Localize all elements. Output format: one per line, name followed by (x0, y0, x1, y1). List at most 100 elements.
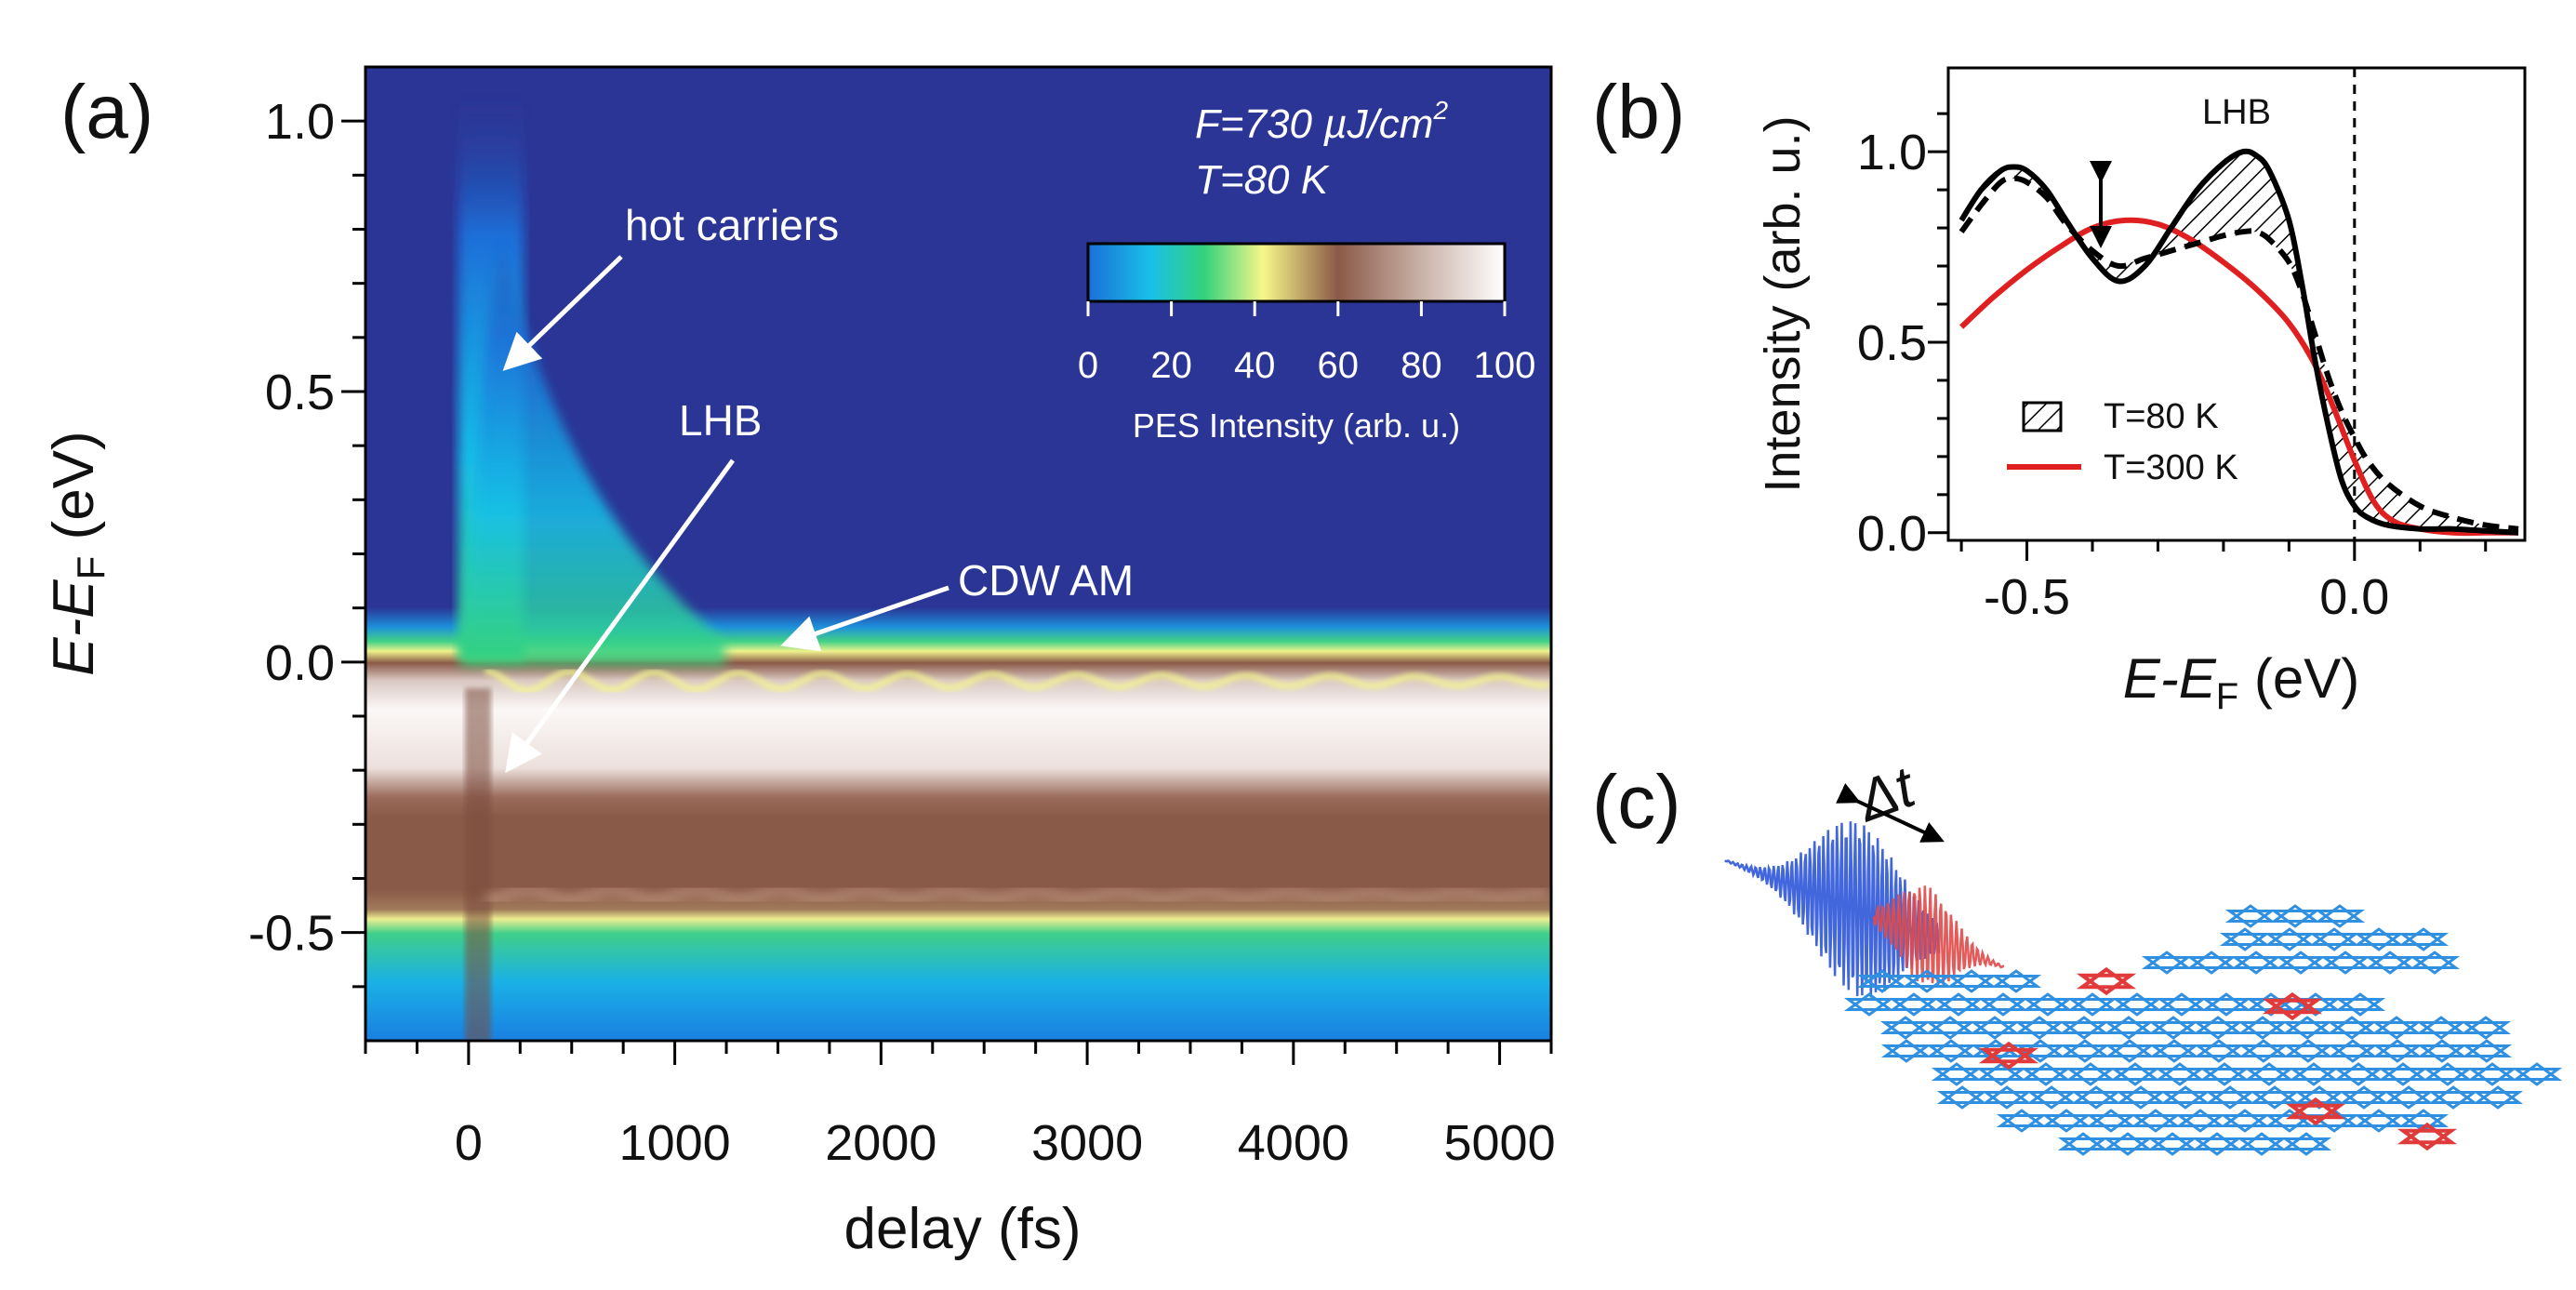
legend-label-t80k: T=80 K (2104, 397, 2219, 436)
lattice-star (2460, 1016, 2512, 1040)
lattice-star (2192, 1016, 2244, 1040)
lattice-star (1843, 992, 1895, 1017)
lattice-star (1856, 969, 1908, 993)
lattice-star (2319, 951, 2371, 975)
lattice-star (2353, 927, 2405, 951)
lattice-star (2383, 1085, 2435, 1110)
spectrum-y-tick-label: 1.0 (1857, 125, 1927, 180)
colorbar-tick-label: 0 (1078, 345, 1098, 386)
series-t80k-excited (1959, 175, 2519, 532)
lattice-star (2280, 1132, 2332, 1156)
pump-waveform (1724, 821, 1941, 998)
cdw-am-wave-fermi (485, 668, 1550, 694)
lattice-star (1879, 1016, 1932, 1040)
legend-swatch-t80k (2022, 401, 2063, 432)
lattice-star (2371, 1039, 2423, 1063)
spectrum-panel: -0.5 0.0 0.0 0.5 1.0 LHB T=80 K T=300 K Inte… (1755, 66, 2527, 717)
x-tick-label: 5000 (1443, 1115, 1555, 1171)
lattice-star (2281, 1016, 2333, 1040)
lattice-star (2237, 1016, 2289, 1040)
lattice-star (2353, 1109, 2405, 1133)
x-tick-label: 2000 (825, 1115, 936, 1171)
lattice-star (2327, 1039, 2379, 1063)
lattice-star (1880, 1039, 1932, 1063)
lattice-star (2314, 904, 2366, 928)
annotation-hot-carriers: hot carriers (625, 201, 839, 249)
colorbar-ticks: 0 20 40 60 80 100 (1078, 301, 1535, 386)
lattice-star (2020, 1062, 2072, 1086)
lattice-star (2193, 1039, 2245, 1063)
lattice-star (2326, 1016, 2378, 1040)
lattice-star (2415, 1016, 2467, 1040)
lattice-star (2237, 1039, 2290, 1063)
spectrum-x-tick-label: 0.0 (2319, 569, 2389, 625)
lattice-star (2085, 1109, 2137, 1133)
annotation-lhb: LHB (679, 396, 762, 445)
lattice-star (1981, 1085, 2033, 1110)
lattice-star (2282, 1039, 2334, 1063)
lattice-star (1901, 969, 1953, 993)
lattice-star (2243, 1062, 2295, 1086)
spectrum-y-tick-label: 0.0 (1857, 506, 1927, 562)
spectrum-legend: T=80 K T=300 K (2007, 397, 2238, 487)
time-zero-stripe (465, 688, 491, 1041)
lattice-star (1925, 1039, 1977, 1063)
lattice-star (2397, 927, 2450, 951)
cdw-star-highlight (2076, 966, 2137, 996)
lattice-star (1936, 1085, 1988, 1110)
colorbar-tick-label: 80 (1401, 345, 1442, 386)
annotation-cdw-am: CDW AM (958, 556, 1134, 605)
spectrum-x-label: E-EF (eV) (2123, 647, 2360, 717)
lattice-star (2159, 1085, 2211, 1110)
y-tick-label: -0.5 (248, 906, 335, 962)
colorbar: 0 20 40 60 80 100 PES Intensity (arb. u.) (1078, 242, 1535, 445)
y-tick-label: 0.0 (265, 635, 335, 691)
lattice-star (2102, 1132, 2154, 1156)
lattice-star (2416, 1039, 2468, 1063)
probe-waveform (1872, 885, 2005, 987)
lattice-star (1931, 1062, 1983, 1086)
lattice-star (2461, 1039, 2513, 1063)
lattice-star (2040, 1109, 2092, 1133)
lattice-star (2466, 1062, 2518, 1086)
lattice-star (2148, 1039, 2200, 1063)
legend-label-t300k: T=300 K (2104, 448, 2238, 487)
lattice-star (2115, 1085, 2167, 1110)
colorbar-gradient (1086, 242, 1507, 303)
lattice-star (2104, 1039, 2156, 1063)
cdw-am-oscillation (485, 668, 1550, 908)
panel-b-label: (b) (1592, 70, 1685, 154)
cdw-star-highlight (2285, 1097, 2346, 1126)
arrow-cdw-am (780, 585, 949, 652)
x-tick-label: 3000 (1031, 1115, 1143, 1171)
lattice-star (2057, 1132, 2109, 1156)
probe-pulse (1872, 885, 2005, 987)
arrow-lhb (505, 459, 736, 774)
y-tick-label: 1.0 (265, 94, 335, 150)
series-t80k (1959, 148, 2519, 536)
lattice-star (2422, 1062, 2474, 1086)
lattice-star (2174, 1109, 2226, 1133)
lattice-star (2219, 1109, 2271, 1133)
delay-arrow (1836, 783, 1945, 843)
lattice-star (2070, 1085, 2122, 1110)
lattice-star (2370, 1016, 2423, 1040)
lattice-star (2224, 904, 2277, 928)
panel-a-label: (a) (60, 70, 153, 154)
lattice-star (2236, 1132, 2288, 1156)
lattice-star (2269, 904, 2321, 928)
heatmap-y-label: E-EF (eV) (42, 431, 113, 675)
lattice-star (2275, 951, 2327, 975)
lattice-star (1888, 992, 1940, 1017)
lattice-star (2022, 992, 2074, 1017)
lattice-star (2191, 1132, 2243, 1156)
lattice-star (2065, 1062, 2117, 1086)
lattice-star (2111, 992, 2163, 1017)
lattice-star (2264, 927, 2316, 951)
lattice-star (2066, 992, 2118, 1017)
lattice-star (2308, 927, 2360, 951)
lattice-star (1924, 1016, 1976, 1040)
lattice-star (1932, 992, 1985, 1017)
lattice-star (1996, 1109, 2048, 1133)
lattice-star (2204, 1085, 2256, 1110)
